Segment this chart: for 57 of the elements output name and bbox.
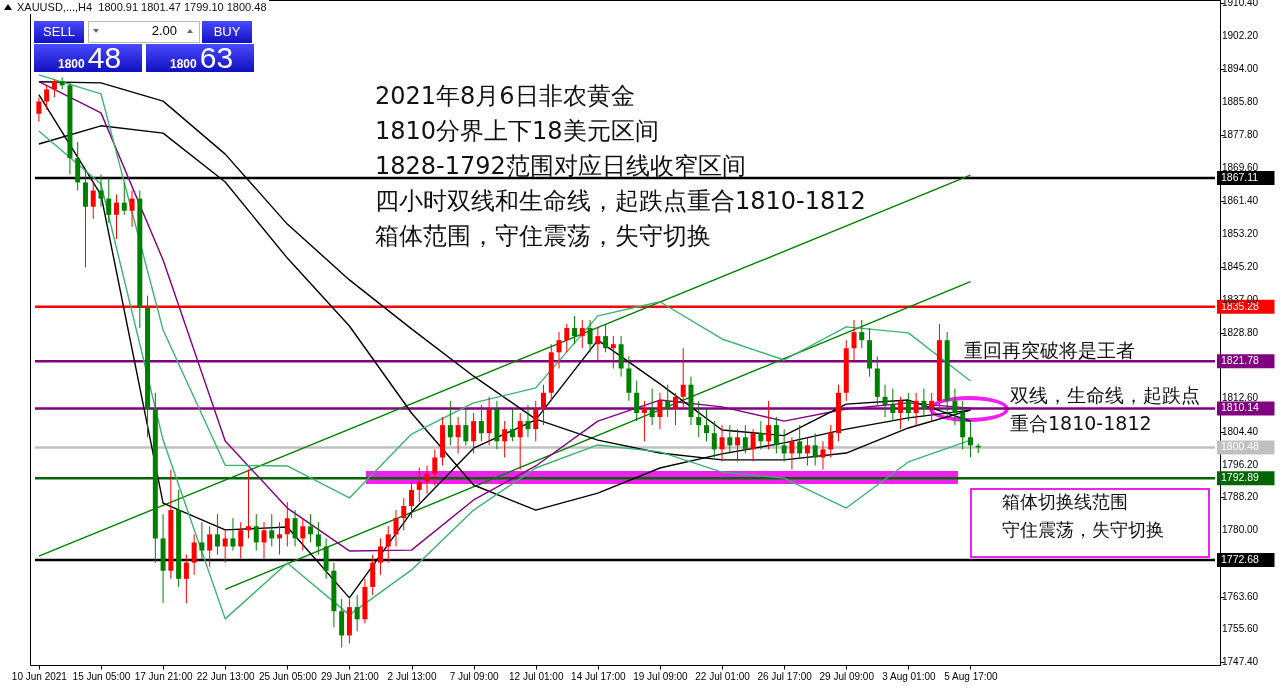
- x-tick-label: 14 Jul 17:00: [571, 670, 626, 682]
- y-tick-label: 1845.20: [1222, 260, 1259, 272]
- x-tick-label: 15 Jun 05:00: [72, 670, 131, 682]
- y-tick-label: 1885.80: [1222, 96, 1259, 108]
- annotation: 箱体范围，守住震荡，失守切换: [375, 221, 711, 252]
- x-tick-label: 12 Jul 01:00: [508, 670, 564, 682]
- y-tick-label: 1861.40: [1222, 195, 1259, 207]
- y-tick-label: 1747.40: [1222, 656, 1259, 668]
- y-tick-label: 1853.20: [1222, 228, 1259, 240]
- annotation: 48: [87, 41, 122, 74]
- annotation: BUY: [213, 24, 241, 39]
- x-tick-label: 7 Jul 09:00: [449, 670, 500, 682]
- annotation: SELL: [34, 21, 84, 43]
- ref-line-label: 1821.78: [1221, 354, 1260, 367]
- ref-line-label: 1772.68: [1221, 552, 1260, 565]
- annotation: 2021年8月6日非农黄金: [375, 81, 635, 112]
- annotation: 双线，生命线，起跌点: [1010, 383, 1200, 408]
- annotation: 2.00: [151, 23, 177, 38]
- x-tick-label: 17 Jun 21:00: [134, 670, 193, 682]
- annotation: 1810分界上下18美元区间: [375, 116, 659, 147]
- annotation: 四小时双线和生命线，起跌点重合1810-1812: [375, 186, 866, 217]
- x-tick-label: 5 Aug 17:00: [944, 670, 999, 682]
- x-tick-label: 19 Jul 09:00: [633, 670, 689, 682]
- annotation: 63: [199, 41, 234, 74]
- annotation: 1800: [170, 57, 197, 71]
- y-tick-label: 1812.60: [1222, 392, 1259, 404]
- annotation: 重合1810-1812: [1010, 411, 1152, 436]
- x-tick-label: 26 Jul 17:00: [757, 670, 813, 682]
- annotation: 箱体切换线范围: [1002, 490, 1128, 514]
- x-tick-label: 29 Jun 21:00: [320, 670, 380, 682]
- ref-line-label: 1800.48: [1221, 440, 1260, 453]
- y-tick-label: 1780.00: [1222, 524, 1259, 536]
- y-tick-label: 1755.60: [1222, 623, 1259, 634]
- y-tick-label: 1902.20: [1222, 30, 1259, 41]
- ref-line-label: 1792.89: [1221, 471, 1260, 484]
- annotation: 1828-1792范围对应日线收窄区间: [375, 151, 746, 182]
- x-tick-label: 29 Jul 09:00: [819, 670, 875, 682]
- y-tick-label: 1877.80: [1222, 128, 1259, 140]
- x-tick-label: 22 Jul 01:00: [695, 670, 751, 682]
- x-tick-label: 10 Jun 2021: [11, 670, 68, 682]
- y-tick-label: 1763.60: [1222, 590, 1259, 602]
- y-tick-label: 1894.00: [1222, 63, 1259, 75]
- x-tick-label: 22 Jun 13:00: [196, 670, 256, 682]
- y-tick-label: 1804.40: [1222, 425, 1259, 437]
- chart-title: XAUUSD,...,H4 1800.91 1801.47 1799.10 1800.48: [15, 0, 269, 14]
- x-tick-label: 3 Aug 01:00: [882, 670, 936, 682]
- ref-line-label: 1810.14: [1221, 401, 1260, 414]
- y-tick-label: 1796.20: [1222, 458, 1259, 470]
- annotation: 重回再突破将是王者: [964, 338, 1135, 363]
- y-tick-label: 1788.20: [1222, 491, 1259, 503]
- x-tick-label: 25 Jun 05:00: [258, 670, 318, 682]
- annotation: 守住震荡，失守切换: [1002, 518, 1164, 542]
- ref-line-label: 1867.11: [1221, 170, 1259, 183]
- y-tick-label: 1869.60: [1222, 161, 1259, 173]
- y-tick-label: 1828.80: [1222, 326, 1259, 338]
- x-tick-label: 2 Jul 13:00: [387, 670, 437, 682]
- annotation: 1800: [58, 57, 85, 71]
